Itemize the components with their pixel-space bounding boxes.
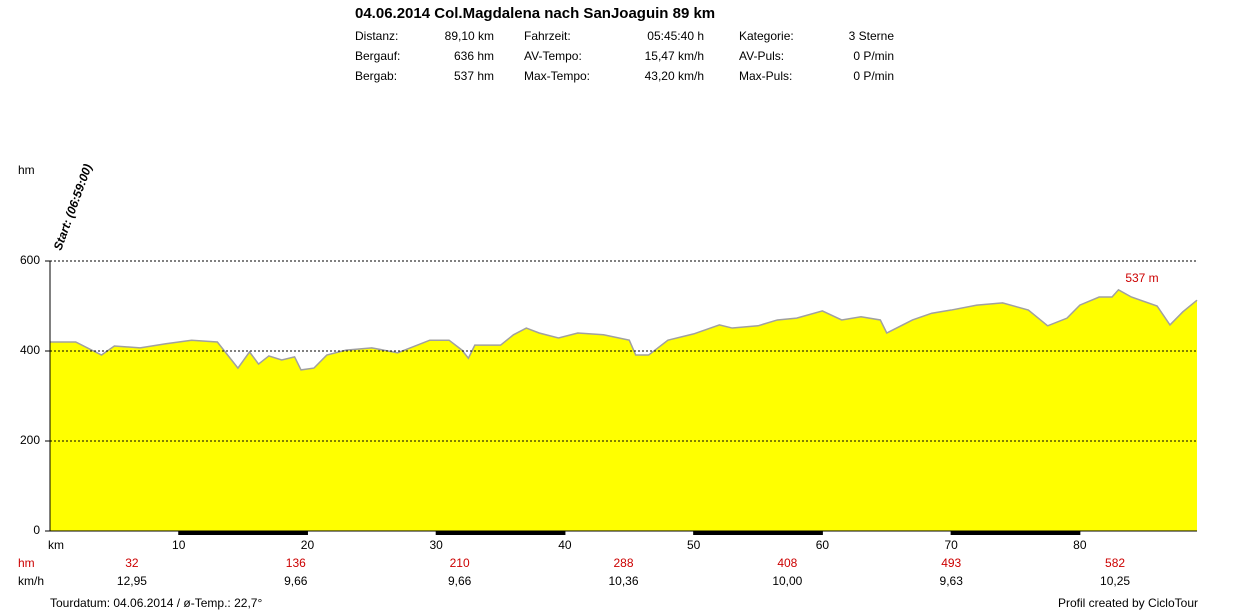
row-label: hm: [18, 556, 35, 570]
segment-kmh: 12,95: [117, 574, 147, 588]
stat-value: 636 hm: [454, 49, 494, 63]
x-tick-label: 20: [301, 538, 315, 552]
stat-label: Distanz:: [355, 29, 398, 43]
stat-value: 0 P/min: [853, 49, 894, 63]
stat-label: Fahrzeit:: [524, 29, 571, 43]
stat-value: 3 Sterne: [849, 29, 895, 43]
stat-label: Kategorie:: [739, 29, 794, 43]
y-tick-label: 200: [20, 433, 40, 447]
y-axis-label: hm: [18, 163, 35, 177]
x-axis-band: [693, 531, 823, 535]
segment-kmh: 9,66: [284, 574, 308, 588]
stat-value: 43,20 km/h: [645, 69, 704, 83]
x-tick-label: 10: [172, 538, 186, 552]
start-label: Start: (06:59:00): [51, 162, 95, 252]
stat-label: Bergauf:: [355, 49, 400, 63]
y-tick-label: 600: [20, 253, 40, 267]
stat-label: AV-Puls:: [739, 49, 784, 63]
elevation-line: [50, 288, 1198, 371]
chart-title: 04.06.2014 Col.Magdalena nach SanJoaguin…: [355, 5, 715, 22]
segment-hm: 493: [941, 556, 961, 570]
segment-kmh: 10,25: [1100, 574, 1130, 588]
segment-hm: 136: [286, 556, 306, 570]
stat-value: 89,10 km: [445, 29, 494, 43]
elevation-area: [50, 289, 1197, 531]
x-tick-label: 40: [558, 538, 572, 552]
y-tick-label: 400: [20, 343, 40, 357]
stat-label: Max-Tempo:: [524, 69, 590, 83]
segment-hm: 582: [1105, 556, 1125, 570]
stat-value: 15,47 km/h: [645, 49, 704, 63]
segment-hm: 408: [777, 556, 797, 570]
segment-hm: 288: [613, 556, 633, 570]
segment-kmh: 10,36: [608, 574, 638, 588]
x-tick-label: 80: [1073, 538, 1087, 552]
x-axis-band: [178, 531, 308, 535]
segment-kmh: 10,00: [772, 574, 802, 588]
x-axis-band: [951, 531, 1080, 535]
x-tick-label: 30: [430, 538, 444, 552]
annotation: 537 m: [1125, 271, 1158, 285]
stat-value: 0 P/min: [853, 69, 894, 83]
segment-hm: 32: [125, 556, 139, 570]
stat-label: AV-Tempo:: [524, 49, 582, 63]
segment-kmh: 9,63: [940, 574, 964, 588]
x-tick-label: 50: [687, 538, 701, 552]
footer: Tourdatum: 04.06.2014 / ø-Temp.: 22,7°: [50, 596, 262, 610]
x-axis-label: km: [48, 538, 64, 552]
x-tick-label: 70: [944, 538, 958, 552]
row-label: km/h: [18, 574, 44, 588]
stat-value: 05:45:40 h: [647, 29, 704, 43]
x-axis-band: [436, 531, 565, 535]
stat-label: Max-Puls:: [739, 69, 792, 83]
segment-hm: 210: [450, 556, 470, 570]
segment-kmh: 9,66: [448, 574, 472, 588]
footer: Profil created by CicloTour: [1058, 596, 1198, 610]
y-tick-label: 0: [33, 523, 40, 537]
stat-value: 537 hm: [454, 69, 494, 83]
stat-label: Bergab:: [355, 69, 397, 83]
x-tick-label: 60: [816, 538, 830, 552]
